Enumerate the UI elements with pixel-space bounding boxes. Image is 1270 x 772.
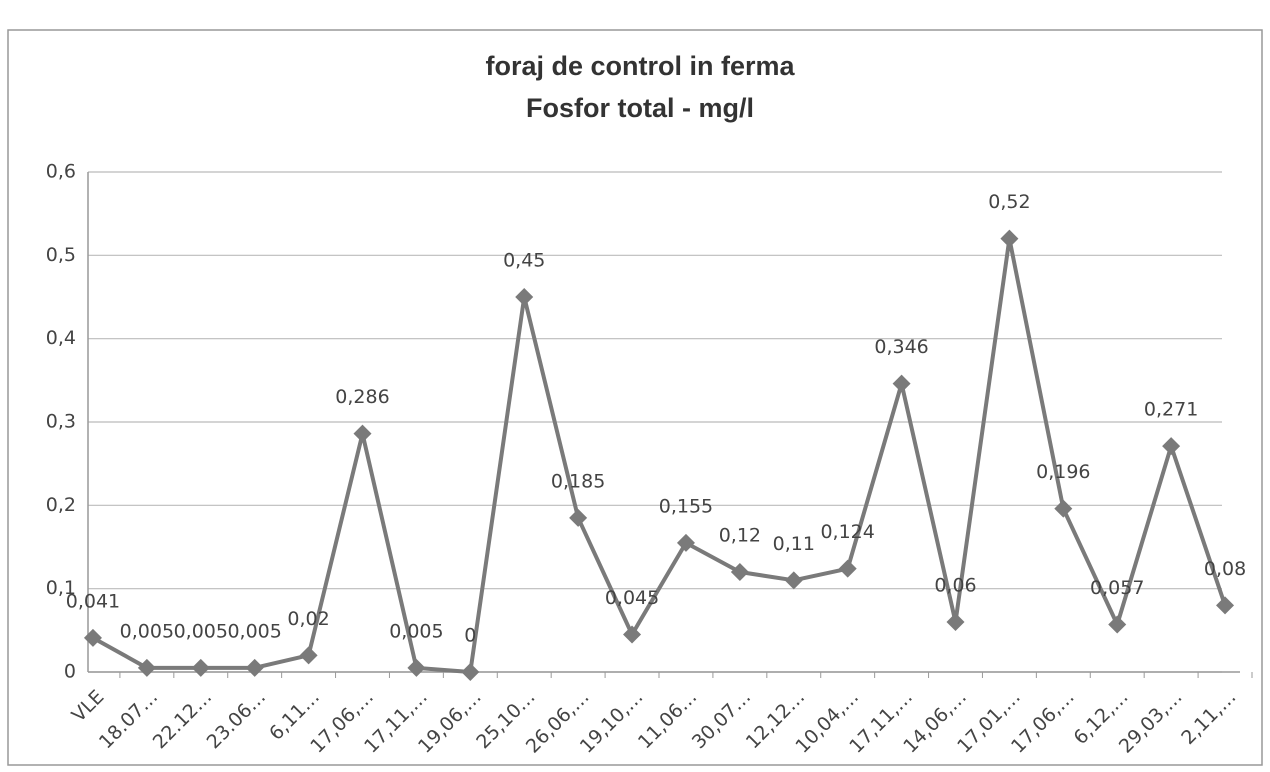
- data-label: 0,271: [1144, 399, 1198, 421]
- data-label: 0,005: [120, 620, 174, 642]
- data-label: 0,005: [174, 620, 228, 642]
- data-label: 0,12: [719, 525, 761, 547]
- data-label: 0,11: [773, 533, 815, 555]
- y-tick-label: 0,2: [46, 494, 76, 516]
- point-marker: [353, 424, 372, 443]
- point-marker: [1054, 499, 1073, 518]
- point-marker: [83, 628, 102, 647]
- point-marker: [730, 563, 749, 581]
- point-marker: [299, 646, 318, 665]
- data-label: 0: [464, 625, 476, 647]
- point-marker: [892, 374, 911, 393]
- chart-subtitle: Fosfor total - mg/l: [526, 93, 754, 123]
- point-marker: [137, 658, 156, 677]
- data-label: 0,02: [287, 608, 329, 630]
- data-label: 0,155: [659, 495, 713, 517]
- y-tick-label: 0: [64, 661, 76, 683]
- data-label: 0,286: [335, 386, 389, 408]
- point-marker: [1162, 437, 1181, 456]
- point-marker: [676, 533, 695, 552]
- point-marker: [1000, 229, 1019, 248]
- y-tick-label: 0,3: [46, 411, 76, 433]
- point-marker: [515, 288, 534, 306]
- y-tick-label: 0,1: [46, 577, 76, 599]
- point-marker: [245, 658, 264, 677]
- data-label: 0,52: [988, 191, 1030, 213]
- data-label: 0,005: [389, 620, 443, 642]
- point-marker: [1216, 596, 1235, 615]
- y-tick-label: 0,5: [46, 244, 76, 266]
- point-marker: [461, 663, 480, 681]
- y-tick-label: 0,4: [46, 327, 76, 349]
- data-label: 0,124: [820, 521, 874, 543]
- data-label: 0,005: [227, 620, 281, 642]
- y-tick-label: 0,6: [46, 161, 76, 183]
- point-marker: [407, 658, 426, 677]
- data-label: 0,346: [874, 336, 928, 358]
- data-label: 0,045: [605, 587, 659, 609]
- data-label: 0,196: [1036, 461, 1090, 483]
- point-marker: [838, 559, 857, 578]
- series-line: [91, 236, 1227, 674]
- data-label: 0,041: [66, 590, 120, 612]
- point-marker: [191, 658, 210, 677]
- data-label: 0,06: [934, 575, 976, 597]
- point-marker: [784, 571, 803, 590]
- chart-title: foraj de control in ferma: [485, 51, 795, 81]
- data-label: 0,45: [503, 250, 545, 272]
- point-marker: [623, 625, 642, 644]
- point-marker: [946, 613, 965, 631]
- point-marker: [1108, 615, 1127, 634]
- data-label: 0,185: [551, 470, 605, 492]
- chart-frame: [7, 29, 1263, 766]
- data-label: 0,057: [1090, 577, 1144, 599]
- point-marker: [569, 508, 588, 527]
- data-label: 0,08: [1204, 558, 1246, 580]
